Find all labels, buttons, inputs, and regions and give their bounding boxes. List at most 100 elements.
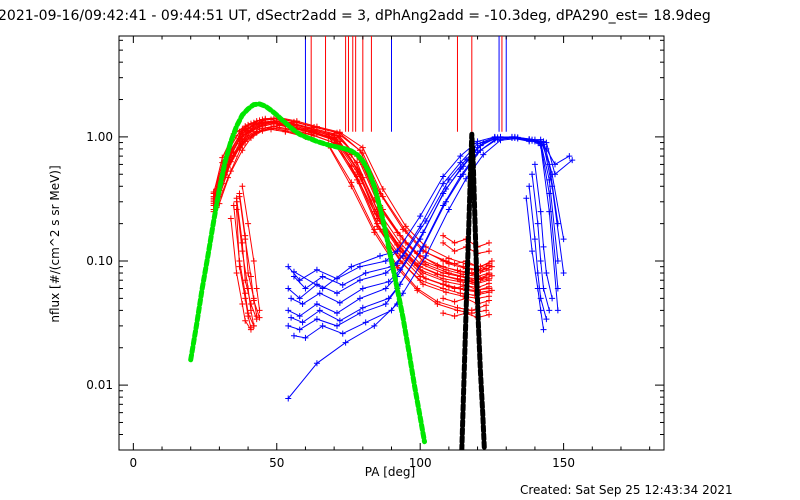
blue-curve-point <box>313 360 320 367</box>
blue-curve-point <box>290 268 297 275</box>
blue-curve-point <box>285 285 292 292</box>
blue-curve-point <box>299 319 306 326</box>
chart-title: 2021-09-16/09:42:41 - 09:44:51 UT, dSect… <box>0 8 711 24</box>
blue-curve-point <box>356 295 363 302</box>
blue-curve-point <box>382 270 389 277</box>
red-curve-point <box>371 226 378 233</box>
red-curve-point <box>402 239 409 246</box>
blue-curve-point <box>560 270 567 277</box>
blue-curve-point <box>531 138 538 145</box>
blue-tail-point <box>523 195 530 202</box>
x-tick-label: 50 <box>269 456 284 470</box>
blue-curve-point <box>316 290 323 297</box>
red-curve <box>218 120 493 281</box>
red-curve-point <box>371 208 378 215</box>
red-curve-point <box>468 307 475 314</box>
blue-series-group <box>285 133 576 402</box>
red-curve-point <box>486 270 493 277</box>
red-tail-point <box>247 326 254 333</box>
red-curve-point <box>445 270 452 277</box>
blue-curve-point <box>359 304 366 311</box>
red-tail-point <box>250 297 257 304</box>
blue-curve-point <box>285 307 292 314</box>
blue-curve-point <box>388 307 395 314</box>
blue-curve-point <box>334 290 340 297</box>
blue-curve-point <box>554 220 561 227</box>
blue-curve-point <box>546 208 553 215</box>
red-right-curve-point <box>451 260 458 267</box>
red-tail-point <box>247 273 254 280</box>
blue-curve-point <box>339 282 346 289</box>
red-curve-point <box>445 260 452 267</box>
red-right-curve-point <box>486 311 493 318</box>
red-right-curve-point <box>486 297 493 304</box>
red-curve-point <box>422 261 429 268</box>
blue-curve-point <box>316 307 323 314</box>
red-tail-point <box>242 295 249 302</box>
blue-curve-point <box>382 285 389 292</box>
blue-curve-point <box>356 277 363 284</box>
red-curve-point <box>227 158 234 165</box>
blue-curve-point <box>457 159 464 166</box>
red-tail-point <box>236 263 243 270</box>
red-curve-point <box>422 275 429 282</box>
red-right-curve-point <box>440 281 447 288</box>
blue-curve-point <box>319 285 326 292</box>
blue-curve-point <box>445 206 452 213</box>
blue-curve-point <box>290 332 297 339</box>
x-tick-label: 0 <box>130 456 138 470</box>
red-curve-point <box>379 186 386 193</box>
red-curve-point <box>483 302 490 309</box>
red-curve-point <box>468 277 475 284</box>
blue-tail-point <box>537 307 544 314</box>
red-curve-point <box>336 133 343 140</box>
blue-curve-point <box>302 334 309 341</box>
blue-tail-point <box>540 243 547 250</box>
red-curve-point <box>268 124 275 131</box>
blue-curve-point <box>288 314 295 321</box>
blue-tail-point <box>543 316 550 323</box>
red-curve-point <box>239 133 246 140</box>
red-series-group <box>210 114 495 333</box>
red-curve-point <box>336 138 343 145</box>
red-right-curve-point <box>486 248 493 255</box>
blue-curve-point <box>460 171 467 178</box>
blue-curve-point <box>382 301 389 308</box>
red-curve-point <box>488 263 495 270</box>
black-fit-curve <box>459 131 487 450</box>
blue-tail-point <box>531 161 538 168</box>
red-tail-point <box>233 206 240 213</box>
red-curve-point <box>313 127 320 134</box>
blue-curve-point <box>474 138 481 145</box>
blue-curve-point <box>288 295 295 302</box>
red-right-curve-point <box>451 248 458 255</box>
green-fit-curve <box>188 101 427 445</box>
blue-curve-point <box>497 137 504 144</box>
y-tick-label: 1.00 <box>86 130 113 144</box>
blue-curve-point <box>334 310 340 317</box>
red-curve-point <box>454 275 461 282</box>
blue-curve-point <box>397 266 404 273</box>
red-tail-point <box>245 220 252 227</box>
red-curve-point <box>239 128 246 135</box>
blue-tail-point <box>531 236 538 243</box>
red-right-curve-point <box>440 295 447 302</box>
x-tick-label: 150 <box>552 456 575 470</box>
red-curve-point <box>468 270 475 277</box>
red-curve-point <box>420 281 427 288</box>
axis-ticks: 0 50 100 150 0.01 0.10 1.00 <box>86 36 664 470</box>
red-curve-point <box>262 124 269 131</box>
blue-curve-point <box>385 278 392 285</box>
blue-curve-point <box>334 322 340 329</box>
blue-curve-point <box>552 161 558 168</box>
red-curve-point <box>414 285 421 292</box>
blue-tail-point <box>543 270 550 277</box>
blue-tail-point <box>537 208 544 215</box>
blue-curve-point <box>371 322 378 329</box>
red-curve <box>213 121 490 281</box>
red-curve-point <box>239 142 246 149</box>
blue-tail-point <box>526 183 533 190</box>
blue-curve-point <box>420 229 427 236</box>
red-right-curve-point <box>451 313 458 320</box>
blue-curve-point <box>560 236 567 243</box>
